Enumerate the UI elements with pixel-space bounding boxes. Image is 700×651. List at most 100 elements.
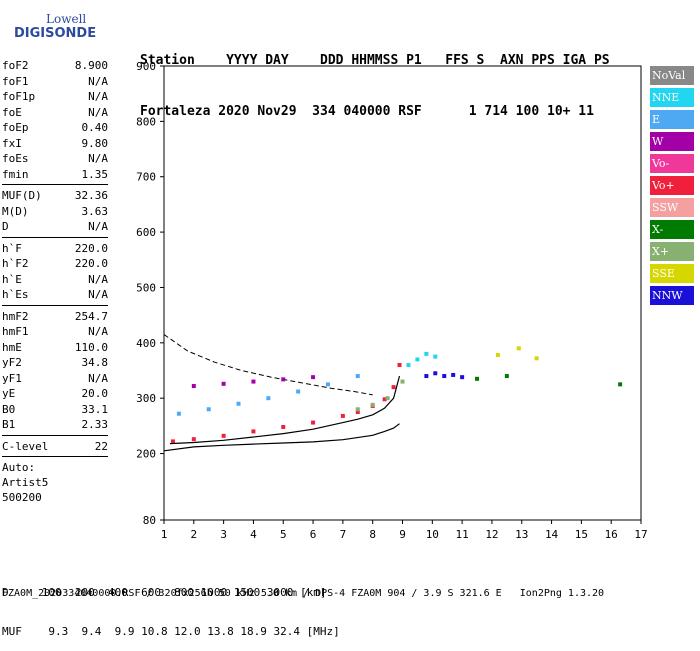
param-row: C-level 22 bbox=[2, 439, 108, 455]
polarization-legend: NoVal NNE E W Vo- Vo+ SSW X- X+ SSE NNW bbox=[650, 66, 694, 308]
data-point bbox=[442, 374, 447, 379]
param-value: 33.1 bbox=[81, 402, 109, 416]
x-tick-label: 13 bbox=[515, 528, 528, 541]
data-point bbox=[460, 375, 465, 380]
parameter-panel: foF2 8.900 foF1 N/A foF1p N/A foE N/A foEp 0.40 fx… bbox=[2, 58, 108, 505]
param-row: hmF1 N/A bbox=[2, 324, 108, 340]
param-value: 1.35 bbox=[81, 167, 109, 181]
y-tick-label: 700 bbox=[136, 171, 156, 184]
param-label: yF2 bbox=[2, 356, 22, 369]
param-value: 2.33 bbox=[81, 418, 109, 431]
data-point bbox=[206, 407, 211, 412]
param-row: h`F2 220.0 bbox=[2, 256, 108, 272]
legend-item-ssw: SSW bbox=[650, 198, 694, 217]
x-tick-label: 17 bbox=[634, 528, 647, 541]
param-label: B1 bbox=[2, 418, 16, 431]
data-point bbox=[221, 381, 226, 386]
param-label: h`F2 bbox=[2, 257, 29, 270]
data-point bbox=[385, 396, 390, 401]
file-info: FZA0M_2020334040000.RSF / 320fx256h 50 k… bbox=[2, 588, 605, 599]
autoscaling-info: Artist5 bbox=[2, 476, 49, 489]
y-tick-label: 900 bbox=[136, 60, 156, 73]
legend-item-sse: SSE bbox=[650, 264, 694, 283]
param-row: foEs N/A bbox=[2, 151, 108, 167]
dashed-trace-line bbox=[163, 334, 373, 396]
distance-row: D 100 200 400 600 800 1000 1500 3000 [km… bbox=[2, 586, 327, 599]
param-row: M(D) 3.63 bbox=[2, 204, 108, 220]
y-tick-label: 200 bbox=[136, 448, 156, 461]
legend-item-w: W bbox=[650, 132, 694, 151]
param-value: 3.63 bbox=[81, 204, 109, 218]
data-point bbox=[451, 372, 456, 377]
param-row: B1 2.33 bbox=[2, 417, 108, 433]
y-tick-label: 600 bbox=[136, 226, 156, 239]
param-value: 9.80 bbox=[81, 136, 109, 150]
data-point bbox=[618, 382, 623, 387]
x-tick-label: 5 bbox=[280, 528, 287, 541]
param-label: h`F bbox=[2, 241, 22, 255]
param-label: h`Es bbox=[2, 288, 29, 301]
param-value: N/A bbox=[88, 74, 108, 88]
data-point bbox=[382, 397, 387, 402]
param-label: h`E bbox=[2, 272, 22, 286]
param-label: fmin bbox=[2, 167, 29, 181]
param-value: 8.900 bbox=[74, 59, 108, 72]
data-point bbox=[191, 384, 196, 389]
data-point bbox=[281, 377, 286, 382]
x-tick-label: 6 bbox=[310, 528, 317, 541]
x-tick-label: 14 bbox=[545, 528, 559, 541]
y-tick-label: 400 bbox=[136, 337, 156, 350]
param-row: MUF(D) 32.36 bbox=[2, 188, 108, 204]
x-tick-label: 10 bbox=[426, 528, 439, 541]
param-row: fmin 1.35 bbox=[2, 167, 108, 183]
data-point bbox=[355, 410, 360, 415]
muf-table: D 100 200 400 600 800 1000 1500 3000 [km… bbox=[2, 560, 340, 651]
param-row: foF1p N/A bbox=[2, 89, 108, 105]
data-point bbox=[221, 433, 226, 438]
param-row: B0 33.1 bbox=[2, 402, 108, 418]
param-value: N/A bbox=[88, 105, 108, 119]
param-value: 220.0 bbox=[74, 241, 108, 255]
legend-item-e: E bbox=[650, 110, 694, 129]
data-point bbox=[251, 379, 256, 384]
param-value: N/A bbox=[88, 90, 108, 103]
param-label: foE bbox=[2, 105, 22, 119]
data-point bbox=[433, 354, 438, 359]
param-row: D N/A bbox=[2, 219, 108, 235]
param-label: D bbox=[2, 220, 9, 233]
data-point bbox=[391, 385, 396, 390]
x-tick-label: 7 bbox=[340, 528, 347, 541]
logo-lowell-text: Lowell bbox=[46, 12, 87, 26]
param-row: h`E N/A bbox=[2, 272, 108, 288]
y-tick-label: 800 bbox=[136, 115, 156, 128]
electron-density-profile bbox=[163, 423, 400, 452]
param-value: 110.0 bbox=[74, 340, 108, 354]
data-point bbox=[355, 407, 360, 412]
station-header: Station YYYY DAY DDD HHMMSS P1 FFS S AXN… bbox=[140, 18, 610, 137]
legend-item-noval: NoVal bbox=[650, 66, 694, 85]
muf-row: MUF 9.3 9.4 9.9 10.8 12.0 13.8 18.9 32.4… bbox=[2, 625, 340, 638]
param-label: foF2 bbox=[2, 59, 29, 72]
data-point bbox=[504, 374, 509, 379]
data-point bbox=[311, 375, 316, 380]
param-row: fxI 9.80 bbox=[2, 136, 108, 152]
param-row: yE 20.0 bbox=[2, 386, 108, 402]
legend-item-nnw: NNW bbox=[650, 286, 694, 305]
param-label: foEs bbox=[2, 152, 29, 165]
x-tick-label: 8 bbox=[369, 528, 376, 541]
data-point bbox=[191, 437, 196, 442]
param-label: foF1 bbox=[2, 74, 29, 88]
x-tick-label: 4 bbox=[250, 528, 257, 541]
autoscaling-info: Auto: bbox=[2, 461, 36, 474]
separator bbox=[2, 304, 108, 306]
header-values: Fortaleza 2020 Nov29 334 040000 RSF 1 71… bbox=[140, 104, 594, 119]
data-point bbox=[475, 376, 480, 381]
param-value: N/A bbox=[88, 152, 108, 165]
legend-item-nne: NNE bbox=[650, 88, 694, 107]
data-point bbox=[400, 379, 405, 384]
param-label: MUF(D) bbox=[2, 189, 42, 202]
x-tick-label: 1 bbox=[161, 528, 168, 541]
separator bbox=[2, 184, 108, 185]
separator bbox=[2, 236, 108, 238]
param-row: yF2 34.8 bbox=[2, 355, 108, 371]
